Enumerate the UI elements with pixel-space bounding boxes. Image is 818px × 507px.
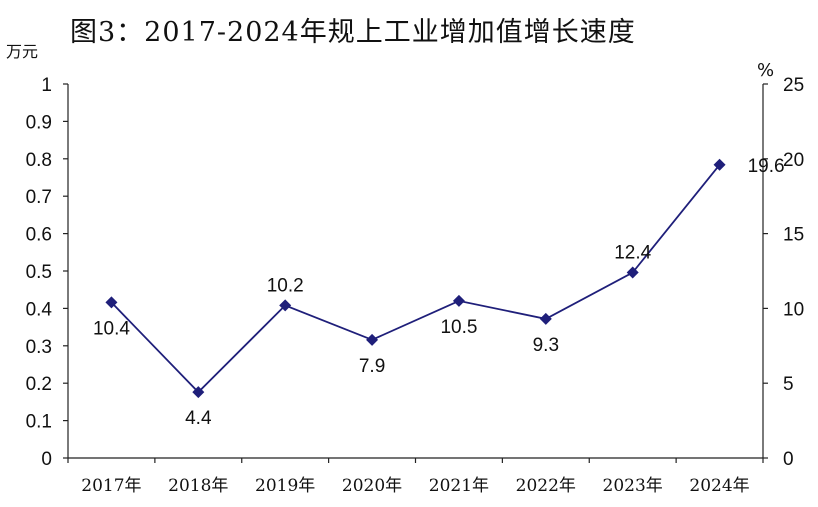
left-tick-label: 0.4 xyxy=(26,299,53,320)
data-label: 4.4 xyxy=(185,408,212,429)
left-tick-label: 0.3 xyxy=(26,337,52,358)
right-tick-label: 20 xyxy=(783,150,804,171)
data-label: 10.2 xyxy=(267,275,304,296)
x-tick-label: 2022年 xyxy=(516,476,576,496)
left-tick-label: 0 xyxy=(41,449,52,470)
left-tick-label: 0.5 xyxy=(26,262,52,283)
x-tick-label: 2020年 xyxy=(342,476,402,496)
x-tick-label: 2024年 xyxy=(689,476,749,496)
x-tick-label: 2019年 xyxy=(255,476,315,496)
x-tick-label: 2018年 xyxy=(168,476,228,496)
right-tick-label: 15 xyxy=(783,225,804,246)
left-tick-label: 0.7 xyxy=(26,187,52,208)
data-point-marker xyxy=(626,266,639,279)
left-tick-label: 0.2 xyxy=(26,374,52,395)
data-label: 9.3 xyxy=(533,335,559,356)
data-point-marker xyxy=(452,294,465,307)
data-label: 12.4 xyxy=(614,242,651,263)
data-label: 19.6 xyxy=(748,156,785,177)
left-tick-label: 0.6 xyxy=(26,225,52,246)
right-tick-label: 0 xyxy=(783,449,794,470)
data-point-marker xyxy=(366,333,379,346)
chart-title: 图3：2017-2024年规上工业增加值增长速度 xyxy=(70,17,636,48)
x-tick-label: 2017年 xyxy=(81,476,141,496)
data-point-marker xyxy=(192,386,205,399)
data-point-marker xyxy=(105,296,118,309)
data-point-marker xyxy=(279,299,292,312)
data-label: 10.4 xyxy=(93,318,130,339)
left-axis-unit: 万元 xyxy=(6,42,39,61)
left-tick-label: 0.1 xyxy=(26,412,52,433)
x-tick-label: 2023年 xyxy=(603,476,663,496)
data-point-marker xyxy=(539,312,552,325)
data-point-marker xyxy=(713,158,726,171)
right-tick-label: 25 xyxy=(783,75,804,96)
left-tick-label: 0.8 xyxy=(26,150,52,171)
left-tick-label: 0.9 xyxy=(26,112,52,133)
data-label: 10.5 xyxy=(440,317,477,338)
right-tick-label: 10 xyxy=(783,299,804,320)
right-tick-label: 5 xyxy=(783,374,794,395)
right-axis-unit: % xyxy=(757,60,775,81)
series-line xyxy=(110,164,721,394)
data-label: 7.9 xyxy=(359,356,385,377)
left-tick-label: 1 xyxy=(41,75,52,96)
x-tick-label: 2021年 xyxy=(429,476,489,496)
